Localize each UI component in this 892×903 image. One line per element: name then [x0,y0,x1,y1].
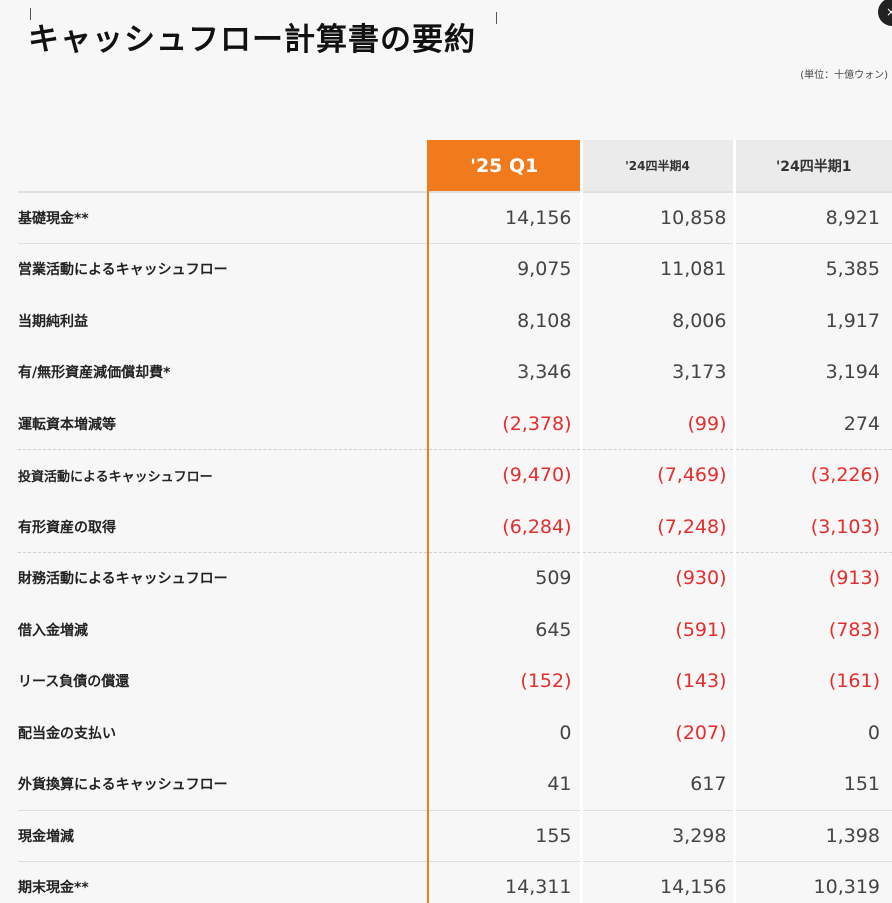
table-row: 外貨換算によるキャッシュフロー 41 617 151 [18,758,892,811]
cell-q1: 155 [427,810,582,862]
cell-q1: (152) [427,655,582,707]
cell-q1: 645 [427,604,582,656]
column-header-q1: '25 Q1 [427,140,582,192]
cell-q4: 617 [579,758,734,811]
table-row: 期末現金** 14,311 14,156 10,319 [18,861,892,903]
cell-q4: (99) [579,398,734,450]
cell-q4: 3,173 [579,346,734,398]
cell-q1: (9,470) [427,449,582,501]
row-label: リース負債の償還 [18,674,130,691]
row-label: 運転資本増減等 [18,398,428,450]
column-header-q4: '24四半期4 [579,140,734,192]
cell-h1: 274 [732,398,892,450]
cell-q4: (930) [579,552,734,604]
table-row: 借入金増減 645 (591) (783) [18,604,892,656]
cell-q1: 509 [427,552,582,604]
cell-q1: 14,156 [427,191,582,244]
cell-q4: 11,081 [579,243,734,295]
row-label: 借入金増減 [18,622,88,639]
cell-q4: (143) [579,655,734,707]
cell-h1: 1,398 [732,810,892,862]
cell-q1: (2,378) [427,398,582,450]
cell-q1: 41 [427,758,582,811]
cell-h1: (161) [732,655,892,707]
cell-q4: (591) [579,604,734,656]
cell-q1: 8,108 [427,295,582,347]
row-label: 財務活動によるキャッシュフロー [18,571,228,588]
table-row: 現金増減 155 3,298 1,398 [18,810,892,862]
close-icon[interactable]: × [878,0,892,26]
row-label: 期末現金** [18,880,89,897]
row-label: 基礎現金** [18,191,428,244]
unit-note: (単位：十億ウォン) [800,70,888,81]
table-row: リース負債の償還 (152) (143) (161) [18,655,892,707]
cell-q1: 0 [427,707,582,759]
cash-flow-table: '25 Q1 '24四半期4 '24四半期1 基礎現金** 14,156 10,… [18,140,892,903]
cell-q4: 14,156 [579,861,734,903]
table-header-row: '25 Q1 '24四半期4 '24四半期1 [18,140,892,192]
cell-q4: 3,298 [579,810,734,862]
cell-h1: 8,921 [732,191,892,244]
cell-h1: 1,917 [732,295,892,347]
title-mark-left [30,8,31,20]
cell-h1: (913) [732,552,892,604]
cell-h1: 151 [732,758,892,811]
cell-h1: 0 [732,707,892,759]
row-label: 営業活動によるキャッシュフロー [18,262,228,279]
cell-q1: (6,284) [427,501,582,553]
cell-q4: 8,006 [579,295,734,347]
cell-h1: 10,319 [732,861,892,903]
cell-q4: (7,469) [579,449,734,501]
row-label: 有/無形資産減価償却費* [18,365,171,382]
table-row: 運転資本増減等 (2,378) (99) 274 [18,398,892,450]
cell-q1: 14,311 [427,861,582,903]
row-label: 投資活動によるキャッシュフロー [18,469,213,485]
cell-q4: 10,858 [579,191,734,244]
cell-q1: 9,075 [427,243,582,295]
cell-h1: (3,103) [732,501,892,553]
column-header-h1: '24四半期1 [732,140,892,192]
cell-h1: 3,194 [732,346,892,398]
row-label: 当期純利益 [18,313,88,330]
table-row: 有形資産の取得 (6,284) (7,248) (3,103) [18,501,892,553]
cell-h1: 5,385 [732,243,892,295]
cell-q4: (207) [579,707,734,759]
cell-q4: (7,248) [579,501,734,553]
title-mark-right [496,12,497,24]
header-blank [18,140,428,192]
table-row: 当期純利益 8,108 8,006 1,917 [18,295,892,347]
table-row: 営業活動によるキャッシュフロー 9,075 11,081 5,385 [18,243,892,295]
table-row: 基礎現金** 14,156 10,858 8,921 [18,191,892,244]
row-label: 有形資産の取得 [18,501,428,553]
row-label: 配当金の支払い [18,725,116,742]
cell-q1: 3,346 [427,346,582,398]
row-label: 外貨換算によるキャッシュフロー [18,758,428,811]
cell-h1: (3,226) [732,449,892,501]
table-row: 投資活動によるキャッシュフロー (9,470) (7,469) (3,226) [18,449,892,501]
cell-h1: (783) [732,604,892,656]
table-row: 有/無形資産減価償却費* 3,346 3,173 3,194 [18,346,892,398]
row-label: 現金増減 [18,810,428,862]
table-row: 財務活動によるキャッシュフロー 509 (930) (913) [18,552,892,604]
table-row: 配当金の支払い 0 (207) 0 [18,707,892,759]
page-title: キャッシュフロー計算書の要約 [28,22,476,58]
